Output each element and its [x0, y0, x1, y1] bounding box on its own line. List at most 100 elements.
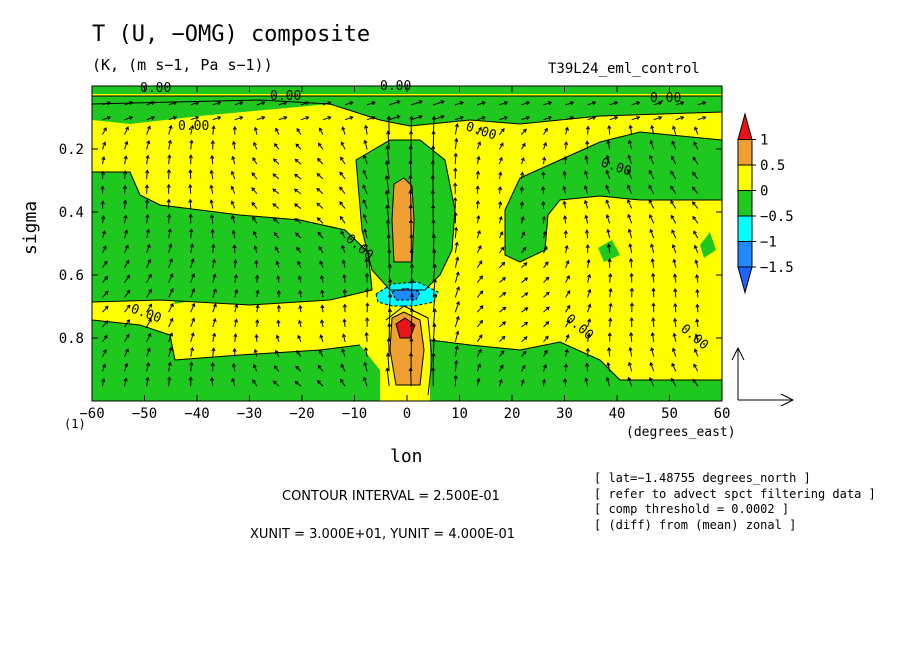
wind-vector-head — [385, 145, 390, 150]
wind-vector — [256, 290, 259, 298]
wind-vector — [410, 264, 413, 283]
wind-vector-head — [584, 170, 589, 175]
wind-vector-head — [455, 315, 460, 320]
wind-vector — [631, 116, 640, 121]
shade-negative-patch-a — [170, 286, 195, 304]
wind-vector — [499, 277, 506, 283]
wind-vector-head — [274, 349, 279, 354]
wind-vector — [521, 336, 528, 343]
wind-vector — [146, 362, 150, 372]
wind-vector — [653, 116, 662, 121]
wind-vector — [341, 349, 346, 357]
wind-vector — [388, 264, 391, 283]
wind-vector-head — [209, 184, 214, 189]
wind-vector — [585, 215, 589, 224]
wind-vector-head — [476, 155, 481, 160]
wind-vector-head — [629, 331, 634, 336]
wind-vector-head — [606, 243, 612, 248]
wind-vector-head — [168, 243, 173, 248]
wind-vector — [584, 200, 589, 209]
wind-vector-head — [388, 293, 393, 298]
wind-vector — [695, 260, 699, 268]
wind-vector — [146, 185, 148, 194]
wind-vector-head — [276, 289, 281, 294]
wind-vector-head — [563, 363, 569, 368]
wind-vector-head — [476, 214, 481, 220]
wind-vector-head — [341, 126, 346, 131]
wind-vector-head — [520, 157, 525, 162]
wind-vector-head — [255, 304, 260, 309]
wind-vector — [364, 140, 368, 150]
wind-vector — [256, 305, 259, 313]
wind-vector-head — [605, 376, 610, 382]
wind-vector — [630, 258, 633, 268]
colorbar-swatch — [737, 164, 753, 191]
wind-vector — [543, 142, 547, 150]
wind-vector — [520, 187, 523, 194]
wind-vector — [296, 128, 302, 135]
wind-vector-head — [607, 258, 612, 263]
wind-vector — [342, 334, 346, 342]
wind-vector — [521, 307, 528, 313]
wind-vector-head — [276, 304, 281, 309]
wind-vector-head — [477, 363, 482, 368]
wind-vector — [102, 142, 106, 150]
wind-vector — [649, 214, 655, 224]
wind-vector — [629, 244, 633, 254]
wind-vector-head — [232, 125, 237, 130]
wind-vector-head — [453, 167, 458, 172]
wind-vector — [388, 338, 390, 357]
wind-vector — [296, 247, 302, 254]
wind-vector-head — [455, 271, 460, 276]
wind-vector-head — [673, 317, 678, 322]
wind-vector — [294, 381, 302, 387]
wind-vector — [298, 276, 302, 283]
wind-vector-head — [605, 199, 610, 204]
wind-vector — [386, 368, 390, 387]
wind-vector-head — [478, 126, 482, 131]
wind-vector — [146, 274, 152, 283]
wind-vector-head — [693, 244, 698, 249]
wind-vector-head — [294, 158, 299, 163]
wind-vector — [168, 229, 171, 239]
wind-vector — [124, 260, 130, 269]
wind-vector — [694, 245, 699, 254]
wind-vector — [190, 244, 193, 254]
wind-vector-head — [522, 350, 527, 355]
wind-vector — [627, 170, 633, 180]
wind-vector-head — [104, 290, 109, 295]
wind-vector — [543, 291, 550, 298]
wind-vector-head — [239, 115, 244, 120]
wind-vector-head — [293, 203, 298, 208]
note-latitude: [ lat=−1.48755 degrees_north ] — [594, 471, 811, 485]
wind-vector-head — [410, 278, 415, 283]
wind-vector — [273, 218, 280, 224]
wind-vector — [411, 100, 423, 106]
wind-vector-head — [545, 306, 550, 311]
chart-title: T (U, −OMG) composite — [92, 22, 371, 47]
wind-vector — [231, 215, 236, 224]
wind-vector — [476, 364, 481, 372]
wind-vector-head — [123, 377, 128, 382]
wind-vector-head — [316, 202, 321, 207]
wind-vector-head — [670, 200, 675, 205]
wind-vector — [694, 349, 699, 357]
wind-vector — [476, 230, 481, 239]
wind-vector — [274, 365, 280, 372]
wind-vector-head — [543, 142, 547, 147]
wind-vector — [388, 100, 400, 106]
wind-vector-head — [261, 115, 266, 120]
wind-vector — [124, 348, 129, 357]
wind-vector-head — [231, 377, 236, 382]
wind-vector — [693, 230, 699, 239]
wind-vector-head — [365, 272, 370, 277]
wind-vector-head — [275, 260, 280, 265]
wind-vector — [627, 214, 633, 224]
wind-vector — [124, 304, 131, 313]
wind-vector-head — [498, 156, 503, 161]
wind-vector — [649, 377, 655, 387]
wind-vector-head — [542, 156, 547, 161]
wind-vector-head — [146, 347, 151, 352]
wind-vector — [565, 101, 574, 106]
wind-vector-head — [275, 127, 279, 132]
